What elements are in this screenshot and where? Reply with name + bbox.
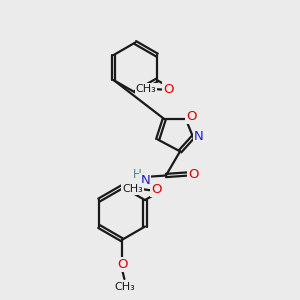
Text: O: O [151, 182, 161, 196]
Text: H: H [133, 167, 141, 181]
Text: CH₃: CH₃ [136, 84, 157, 94]
Text: O: O [117, 258, 127, 271]
Text: CH₃: CH₃ [122, 184, 143, 194]
Text: O: O [188, 167, 199, 181]
Text: N: N [140, 174, 150, 187]
Text: O: O [186, 110, 196, 123]
Text: O: O [163, 83, 173, 96]
Text: N: N [194, 130, 204, 143]
Text: CH₃: CH₃ [114, 282, 135, 292]
